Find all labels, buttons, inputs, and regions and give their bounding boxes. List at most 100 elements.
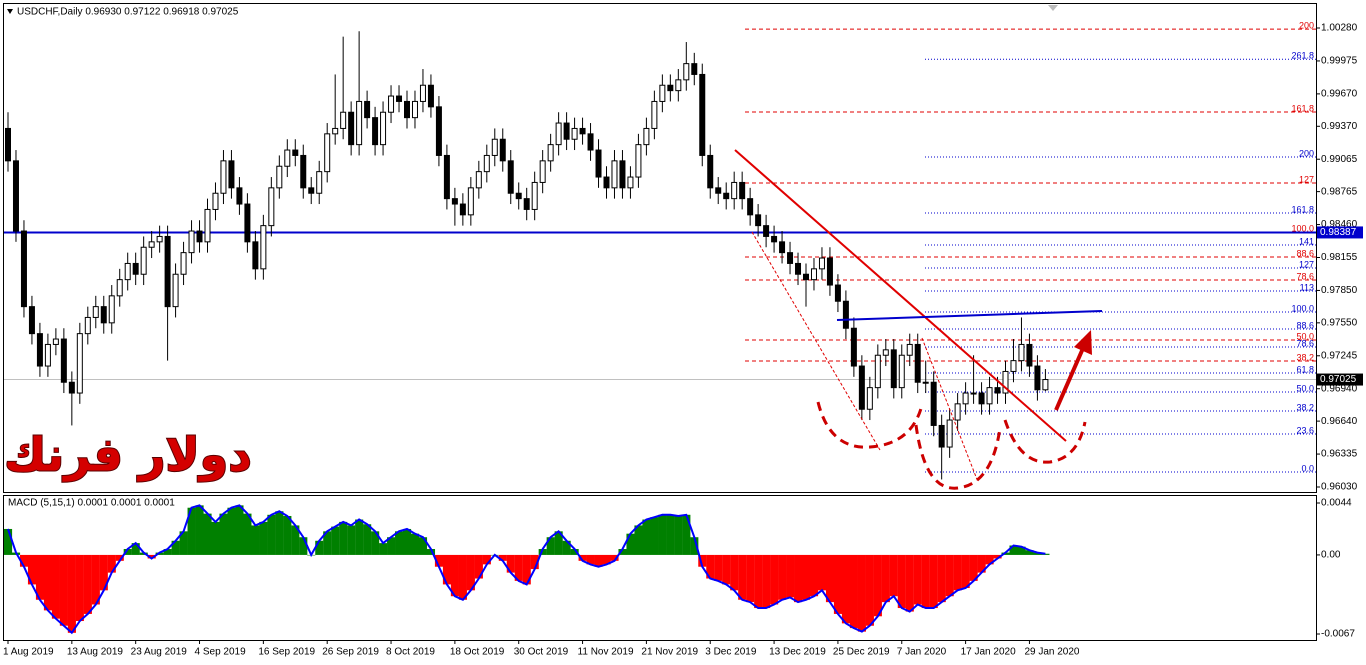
fib-label: 88.6 [1296, 248, 1314, 258]
x-tick-label: 29 Jan 2020 [1024, 647, 1079, 658]
macd-bar [283, 515, 292, 555]
candle-body [140, 246, 147, 275]
candle-body [236, 187, 243, 205]
macd-bar [961, 554, 970, 588]
macd-bar [682, 514, 691, 555]
candle-body [603, 176, 610, 189]
candle-body [946, 419, 953, 448]
candle-body [164, 235, 171, 308]
macd-bar [482, 554, 491, 565]
candle-body [212, 192, 219, 210]
candle-body [507, 160, 514, 194]
macd-bar [658, 514, 667, 555]
candle-body [515, 192, 522, 200]
macd-bar [506, 554, 515, 573]
macd-bar [690, 537, 699, 555]
macd-bar [363, 524, 372, 555]
candle-body [12, 160, 19, 232]
candle-body [172, 273, 179, 308]
macd-bar [418, 537, 428, 555]
price-box [1317, 373, 1363, 386]
x-tick-label: 17 Jan 2020 [961, 647, 1016, 658]
macd-bar [163, 549, 172, 555]
fib-label: 141 [1299, 236, 1314, 246]
macd-bar [299, 537, 308, 555]
macd-bar [323, 531, 332, 555]
pattern-arc [914, 424, 1002, 490]
arrow-head [1074, 330, 1092, 355]
macd-bar [203, 513, 212, 555]
fib-label: 50.0 [1296, 331, 1314, 341]
candle-body [850, 327, 857, 367]
macd-bar [602, 554, 611, 565]
macd-bar [698, 554, 707, 567]
candle-body [148, 241, 155, 248]
candle-body [284, 149, 291, 167]
fib-label: 78.6 [1296, 338, 1314, 348]
macd-bar [1033, 552, 1042, 555]
macd-bar [578, 554, 587, 561]
candle-body [260, 225, 267, 270]
macd-bar [977, 554, 986, 573]
candle-body [1010, 360, 1017, 372]
macd-bar [4, 528, 13, 555]
macd-bar [426, 549, 436, 555]
macd-bar [841, 554, 850, 624]
macd-bar [59, 554, 68, 626]
candle-body [156, 235, 163, 243]
macd-bar [849, 554, 858, 629]
macd-bar [929, 554, 938, 609]
candle-body [364, 100, 371, 119]
macd-bar [474, 554, 483, 579]
price-box-label: 0.97025 [1320, 374, 1357, 385]
candle-body [691, 63, 698, 75]
macd-bar [921, 554, 930, 609]
macd-bar [642, 519, 651, 555]
x-tick-label: 11 Nov 2019 [578, 647, 634, 658]
y-tick-label: 1.00280 [1321, 23, 1358, 34]
candle-body [204, 208, 211, 243]
macd-bar [953, 554, 962, 591]
y-tick-label: 0.98765 [1321, 186, 1358, 197]
candle-body [635, 144, 642, 178]
candle-body [84, 316, 91, 335]
y-tick-label: 0.97245 [1321, 350, 1358, 361]
macd-bar [865, 554, 874, 626]
candle-body [874, 354, 881, 389]
fib-label: 261.8 [1291, 51, 1314, 61]
candle-body [914, 343, 921, 383]
macd-bar [802, 554, 811, 600]
trend-line-thin [751, 231, 881, 451]
macd-title: MACD (5,15,1) 0.0001 0.0001 0.0001 [8, 498, 175, 509]
price-box-label: 0.98387 [1320, 227, 1357, 238]
candle-body [731, 181, 738, 200]
macd-bar [586, 554, 595, 565]
candle-body [5, 127, 11, 162]
candle-body [380, 111, 387, 146]
candle-body [68, 381, 75, 394]
y-tick-label: 0.96940 [1321, 383, 1358, 394]
y-tick-label: -0.0067 [1321, 629, 1355, 640]
candle-body [100, 306, 107, 324]
candle-body [595, 149, 602, 178]
candle-body [427, 84, 434, 108]
candle-body [196, 230, 203, 243]
candle-body [858, 365, 865, 410]
menu-triangle[interactable] [7, 9, 13, 14]
macd-bar [1009, 545, 1018, 555]
macd-bar [554, 531, 563, 555]
macd [4, 504, 1050, 635]
fib-label: 38.2 [1296, 352, 1314, 362]
candle-body [332, 127, 339, 135]
candle-body [715, 187, 722, 194]
y-tick-label: 0.97550 [1321, 317, 1358, 328]
drawings [734, 149, 1103, 490]
candle-body [60, 338, 67, 383]
macd-bar [881, 554, 890, 603]
candle-body [404, 100, 410, 119]
macd-bar [706, 554, 715, 579]
candle-body [587, 133, 594, 151]
candle-body [555, 122, 562, 146]
